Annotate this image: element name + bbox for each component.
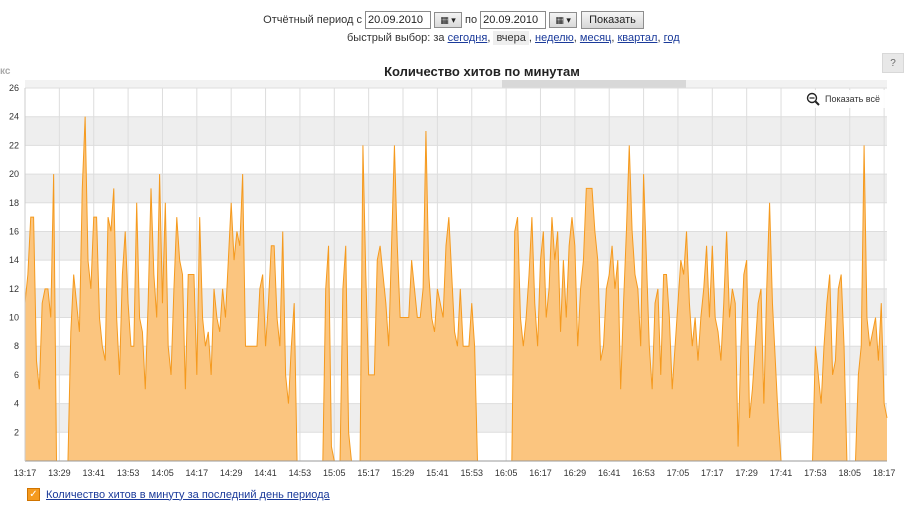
quick-select-5[interactable]: год	[663, 32, 680, 44]
help-button[interactable]: ?	[882, 53, 904, 73]
x-tick-label: 16:17	[529, 468, 552, 478]
x-tick-label: 13:41	[82, 468, 105, 478]
x-tick-label: 17:29	[735, 468, 758, 478]
quick-select-2[interactable]: неделю	[535, 32, 574, 44]
quick-select-prefix: быстрый выбор: за	[347, 32, 445, 44]
x-tick-label: 15:53	[460, 468, 483, 478]
x-tick-label: 13:17	[14, 468, 37, 478]
date-to-input[interactable]	[480, 11, 547, 29]
x-tick-label: 18:05	[839, 468, 862, 478]
x-tick-label: 14:29	[220, 468, 243, 478]
y-tick-label: 8	[14, 341, 19, 351]
x-tick-label: 17:17	[701, 468, 724, 478]
quick-select-4[interactable]: квартал	[617, 32, 658, 44]
chart-title: Количество хитов по минутам	[384, 64, 580, 79]
top-strip-thumb	[502, 80, 686, 88]
left-fragment: кс	[0, 66, 11, 77]
zoom-out-icon	[806, 92, 820, 106]
x-tick-label: 14:41	[254, 468, 277, 478]
legend-checkbox[interactable]: ✓	[27, 488, 40, 501]
y-tick-label: 2	[14, 427, 19, 437]
y-tick-label: 18	[9, 198, 19, 208]
x-tick-label: 14:05	[151, 468, 174, 478]
y-tick-label: 24	[9, 112, 19, 122]
y-tick-label: 4	[14, 399, 19, 409]
date-to-calendar-button[interactable]: ▦ ▾	[549, 12, 578, 28]
y-tick-label: 20	[9, 169, 19, 179]
calendar-icon: ▦ ▾	[440, 14, 456, 25]
quick-select: быстрый выбор: за сегодня, вчера, неделю…	[347, 31, 680, 45]
legend[interactable]: ✓ Количество хитов в минуту за последний…	[27, 488, 330, 501]
quick-select-0[interactable]: сегодня	[447, 32, 488, 44]
hits-chart: 13:17 13:29 13:41 13:53 14:05 14:17 14:29 14:41…	[9, 80, 896, 478]
x-tick-label: 18:17	[873, 468, 896, 478]
zoom-reset-button[interactable]: Показать всё	[803, 90, 885, 108]
calendar-icon: ▦ ▾	[555, 14, 571, 25]
period-bar: Отчётный период с ▦ ▾ по ▦ ▾ Показать	[0, 10, 912, 30]
date-from-input[interactable]	[365, 11, 431, 29]
y-tick-label: 14	[9, 255, 19, 265]
y-tick-label: 10	[9, 313, 19, 323]
x-tick-label: 14:53	[289, 468, 312, 478]
period-controls: Отчётный период с ▦ ▾ по ▦ ▾ Показать	[260, 11, 644, 29]
grid-band	[25, 174, 887, 203]
x-tick-label: 13:53	[117, 468, 140, 478]
zoom-reset-label: Показать всё	[825, 94, 880, 104]
x-tick-label: 17:41	[770, 468, 793, 478]
show-button[interactable]: Показать	[581, 11, 644, 29]
grid-band	[25, 116, 887, 146]
legend-label[interactable]: Количество хитов в минуту за последний д…	[46, 488, 330, 501]
series-line	[24, 116, 888, 462]
zoom-reset-background	[803, 90, 885, 108]
quick-select-3[interactable]: месяц	[579, 32, 612, 44]
x-tick-label: 16:41	[598, 468, 621, 478]
period-from-label: Отчётный период с	[263, 14, 362, 26]
grid-band	[25, 231, 887, 261]
quick-select-1[interactable]: вчера	[493, 31, 529, 45]
x-tick-label: 17:53	[804, 468, 827, 478]
x-tick-label: 17:05	[667, 468, 690, 478]
x-tick-label: 15:17	[357, 468, 380, 478]
x-tick-label: 15:29	[392, 468, 415, 478]
y-tick-label: 16	[9, 226, 19, 236]
x-tick-label: 15:05	[323, 468, 346, 478]
y-tick-label: 22	[9, 140, 19, 150]
x-tick-label: 13:29	[48, 468, 71, 478]
x-tick-label: 14:17	[186, 468, 209, 478]
x-tick-label: 16:05	[495, 468, 518, 478]
y-tick-label: 6	[14, 370, 19, 380]
date-from-calendar-button[interactable]: ▦ ▾	[434, 12, 462, 28]
y-tick-label: 12	[9, 284, 19, 294]
x-tick-label: 16:53	[632, 468, 655, 478]
x-tick-label: 16:29	[564, 468, 587, 478]
top-strip	[25, 80, 887, 88]
y-tick-label: 26	[9, 83, 19, 93]
period-to-label: по	[465, 14, 478, 26]
x-tick-label: 15:41	[426, 468, 449, 478]
